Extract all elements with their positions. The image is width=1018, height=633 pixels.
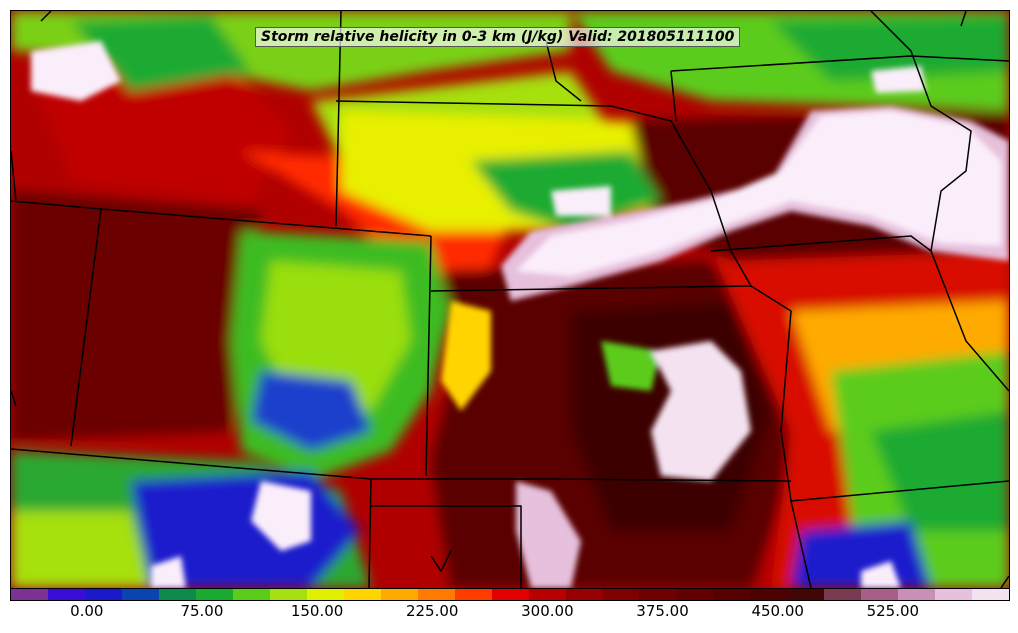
colorbar-segment [121, 589, 159, 600]
helicity-map: Storm relative helicity in 0-3 km (J/kg)… [10, 10, 1010, 589]
colorbar-labels: 0.00 75.00 150.00 225.00 300.00 375.00 450.00 5… [10, 602, 1008, 624]
boundary-line [545, 40, 582, 102]
colorbar-segment [491, 589, 529, 600]
colorbar-tick-label: 300.00 [521, 602, 574, 620]
colorbar-tick-label: 75.00 [180, 602, 224, 620]
colorbar-segment [417, 589, 455, 600]
colorbar-segment [713, 589, 751, 600]
helicity-field [11, 11, 1009, 588]
colorbar-tick-label: 150.00 [290, 602, 344, 620]
colorbar-tick-label: 225.00 [405, 602, 459, 620]
colorbar-segment [454, 589, 492, 600]
boundary-line [790, 500, 812, 588]
colorbar-segment [158, 589, 196, 600]
field-detail [31, 41, 1009, 588]
boundary-line [710, 235, 932, 252]
colorbar-segment [824, 589, 862, 600]
boundary-line [11, 448, 792, 482]
colorbar-segment [195, 589, 233, 600]
colorbar-tick-label: 0.00 [70, 602, 104, 620]
colorbar-tick-label: 450.00 [751, 602, 804, 620]
colorbar-segment [11, 589, 48, 600]
boundary-line [610, 105, 752, 287]
field-layers [11, 11, 1009, 588]
boundary-line [430, 550, 452, 573]
colorbar-segment [528, 589, 566, 600]
colorbar-segment [602, 589, 640, 600]
colorbar-segment [898, 589, 936, 600]
map-title: Storm relative helicity in 0-3 km (J/kg)… [255, 27, 741, 47]
state-boundaries [11, 11, 1009, 588]
boundary-line [870, 11, 1009, 392]
colorbar-segment [343, 589, 381, 600]
boundary-line [790, 480, 1009, 502]
boundary-line [368, 478, 372, 588]
colorbar-tick-label: 375.00 [636, 602, 689, 620]
colorbar-segment [306, 589, 344, 600]
boundary-line [11, 150, 17, 202]
boundary-line [371, 505, 522, 588]
boundary-line [335, 100, 612, 107]
boundary-line [11, 390, 17, 407]
boundary-line [40, 11, 52, 22]
colorbar-segment [269, 589, 307, 600]
colorbar-segment [380, 589, 418, 600]
boundary-line [670, 55, 1009, 72]
colorbar [10, 588, 1010, 601]
boundary-line [1000, 575, 1009, 588]
colorbar-segment [750, 589, 788, 600]
boundary-line [750, 285, 792, 502]
colorbar-segment [787, 589, 825, 600]
boundary-line [425, 235, 432, 477]
colorbar-segment [565, 589, 603, 600]
boundary-line [70, 208, 102, 447]
colorbar-segment [232, 589, 270, 600]
colorbar-tick-label: 525.00 [866, 602, 920, 620]
colorbar-segment [639, 589, 677, 600]
colorbar-segment [935, 589, 973, 600]
colorbar-segment [861, 589, 899, 600]
boundary-line [430, 285, 752, 292]
boundary-line [670, 70, 677, 122]
colorbar-segment [84, 589, 122, 600]
boundary-line [960, 11, 967, 27]
colorbar-segment [972, 589, 1010, 600]
colorbar-segment [47, 589, 85, 600]
colorbar-segment [676, 589, 714, 600]
